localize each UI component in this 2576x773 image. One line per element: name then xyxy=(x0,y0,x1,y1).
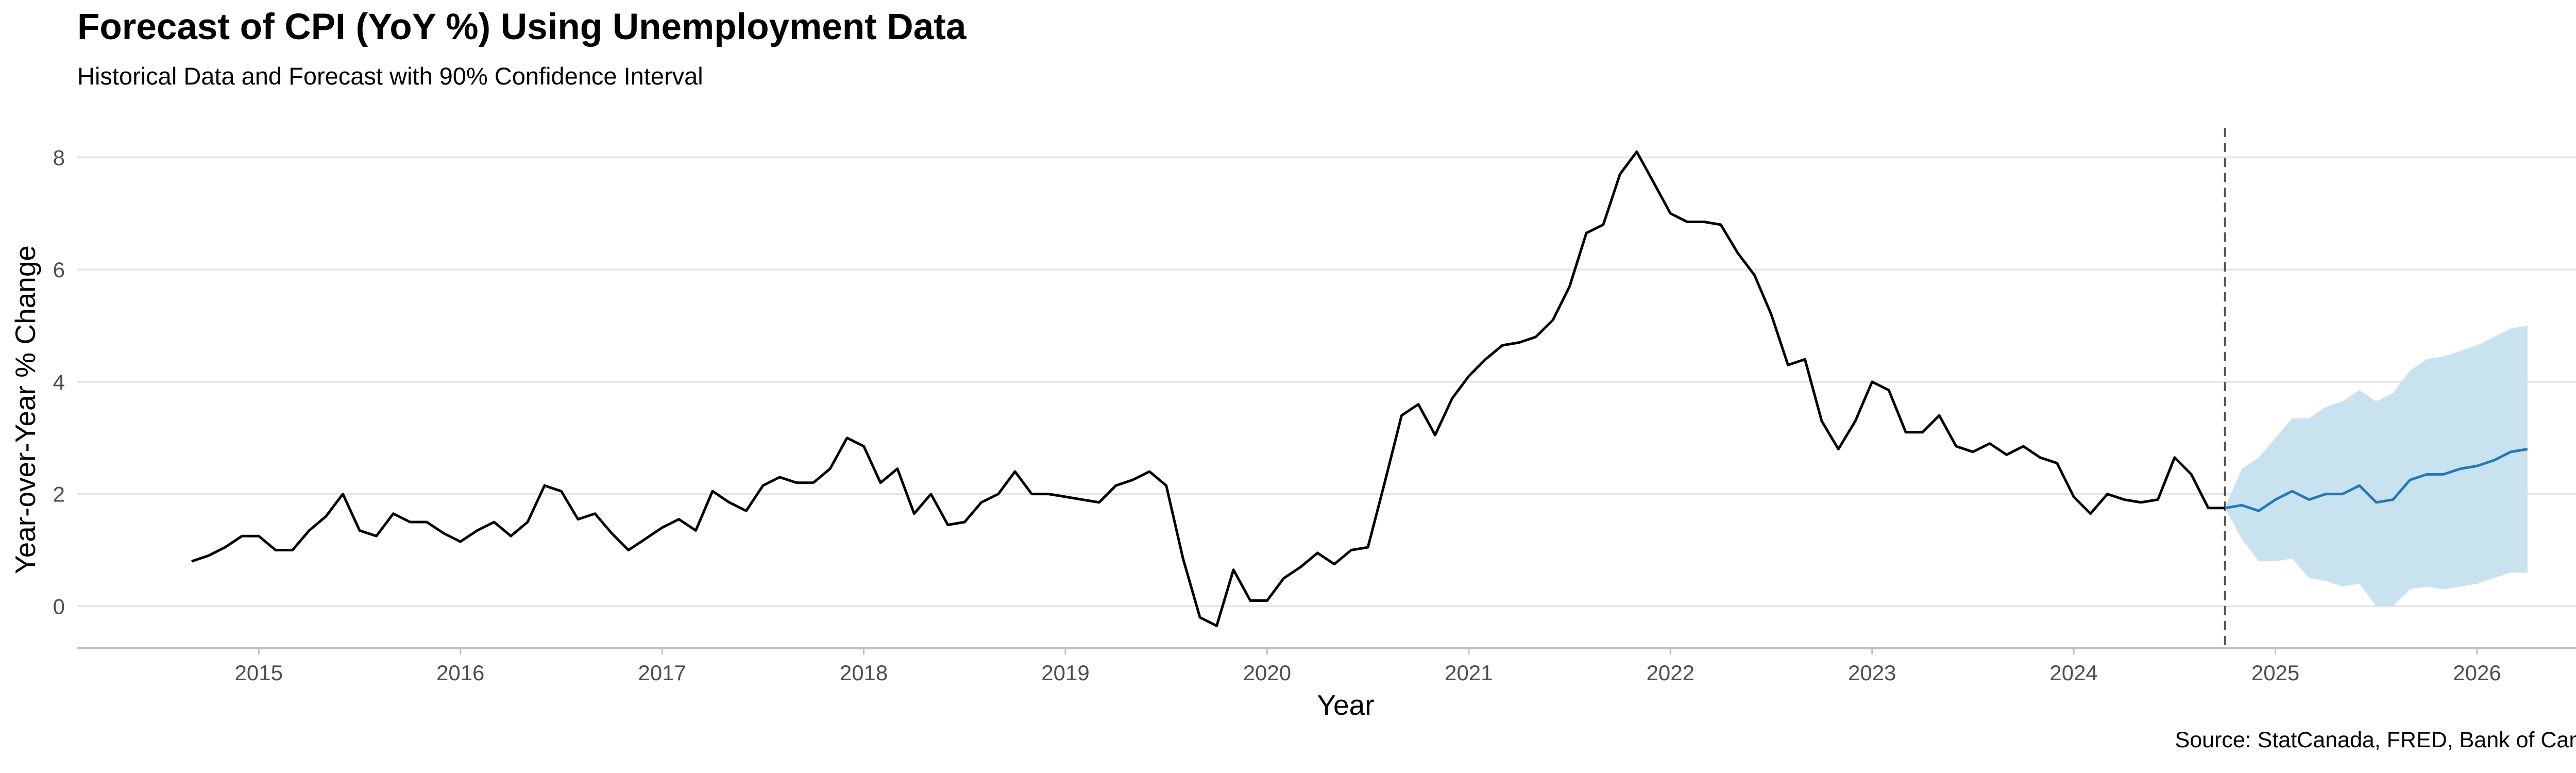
y-tick-label-4: 4 xyxy=(53,370,65,394)
series-lines xyxy=(191,128,2528,648)
x-tick-label-2025: 2025 xyxy=(2251,661,2299,685)
x-tick-label-2015: 2015 xyxy=(235,661,283,685)
chart-title: Forecast of CPI (YoY %) Using Unemployme… xyxy=(77,7,967,47)
confidence-interval-band xyxy=(2225,326,2528,607)
y-axis-title: Year-over-Year % Change xyxy=(9,245,41,574)
x-tick-label-2016: 2016 xyxy=(436,661,484,685)
y-tick-label-0: 0 xyxy=(53,594,65,618)
chart-source-caption: Source: StatCanada, FRED, Bank of Canada xyxy=(2175,728,2576,752)
x-tick-label-2023: 2023 xyxy=(1848,661,1896,685)
historical-cpi-line xyxy=(191,150,2225,627)
confidence-band-layer xyxy=(2225,326,2528,607)
y-tick-label-8: 8 xyxy=(53,145,65,170)
axes xyxy=(77,647,2576,654)
y-tick-label-6: 6 xyxy=(53,258,65,282)
x-axis-title: Year xyxy=(1317,689,1374,721)
x-tick-label-2018: 2018 xyxy=(840,661,888,685)
forecast-cpi-line xyxy=(2225,448,2528,512)
x-tick-label-2022: 2022 xyxy=(1647,661,1694,685)
x-tick-label-2026: 2026 xyxy=(2453,661,2501,685)
x-tick-label-2024: 2024 xyxy=(2049,661,2097,685)
x-tick-label-2020: 2020 xyxy=(1243,661,1291,685)
x-tick-label-2017: 2017 xyxy=(638,661,686,685)
chart-subtitle: Historical Data and Forecast with 90% Co… xyxy=(77,62,703,90)
x-tick-label-2019: 2019 xyxy=(1041,661,1089,685)
tick-labels: 0 2 4 6 8 2015 2016 2017 2018 2019 2020 2021 2022 202… xyxy=(53,145,2501,685)
y-tick-label-2: 2 xyxy=(53,482,65,507)
x-tick-label-2021: 2021 xyxy=(1445,661,1493,685)
gridlines xyxy=(77,156,2576,608)
